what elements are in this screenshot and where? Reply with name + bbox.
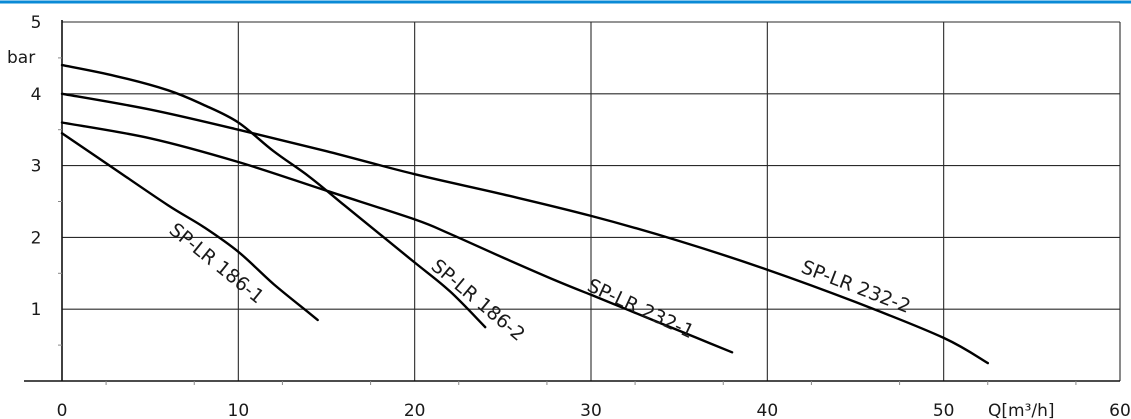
series-line <box>60 121 734 354</box>
x-tick-label: 60 <box>1109 401 1131 419</box>
series-line <box>60 63 487 329</box>
x-tick-label: 0 <box>57 401 68 419</box>
x-tick-label: 20 <box>404 401 426 419</box>
x-axis-label: Q[m³/h] <box>988 401 1055 419</box>
series-line <box>60 132 319 322</box>
y-tick-label: 4 <box>31 85 42 105</box>
chart-tick-labels: 0 10 20 30 40 50 60 1 2 3 4 5 <box>31 13 1131 419</box>
x-tick-label: 40 <box>757 401 779 419</box>
chart-axes <box>24 20 1120 385</box>
series-line <box>60 92 989 365</box>
x-tick-label: 10 <box>228 401 250 419</box>
y-tick-label: 1 <box>31 300 42 320</box>
y-tick-label: 2 <box>31 228 42 248</box>
chart-grid <box>62 21 1121 381</box>
y-axis-label: bar <box>7 48 35 68</box>
x-tick-label: 30 <box>580 401 602 419</box>
y-tick-label: 3 <box>31 157 42 177</box>
chart-series <box>60 63 989 365</box>
x-tick-label: 50 <box>933 401 955 419</box>
y-tick-label: 5 <box>31 13 42 33</box>
